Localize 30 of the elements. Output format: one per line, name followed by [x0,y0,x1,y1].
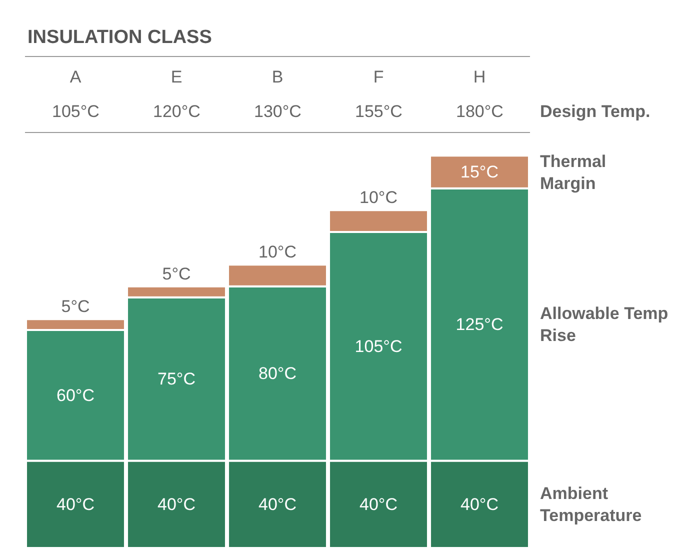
x-tick-label: B [272,68,284,87]
data-label: 125°C [456,315,504,334]
data-label: 10°C [360,188,398,208]
data-label: 15°C [460,162,498,182]
x-tick-label: H [473,68,486,87]
data-label: 10°C [258,242,296,262]
data-label: 40°C [158,494,196,514]
data-label: 5°C [162,264,191,284]
text: Design Temp. [540,102,650,121]
data-label: 75°C [158,370,196,389]
series-label: Allowable Temp Rise [540,304,668,346]
x-tick-label: E [170,68,182,87]
text: 120°C [153,102,200,121]
data-label: 40°C [460,494,498,514]
text: 180°C [456,102,504,121]
text: 155°C [355,102,402,121]
data-label: 60°C [56,386,94,405]
series-label: Thermal Margin [540,152,606,194]
data-label: 40°C [56,494,94,514]
data-label: 40°C [258,494,296,514]
x-tick-label: A [70,68,82,87]
data-label: 40°C [360,494,398,514]
text: 105°C [52,102,100,121]
chart-title: INSULATION CLASS [28,27,212,48]
x-tick-label: F [373,68,384,87]
data-label: 105°C [354,336,402,356]
data-label: 5°C [61,297,90,316]
text: 130°C [254,102,302,121]
data-label: 80°C [258,364,296,384]
series-label: Ambient Temperature [540,484,642,526]
